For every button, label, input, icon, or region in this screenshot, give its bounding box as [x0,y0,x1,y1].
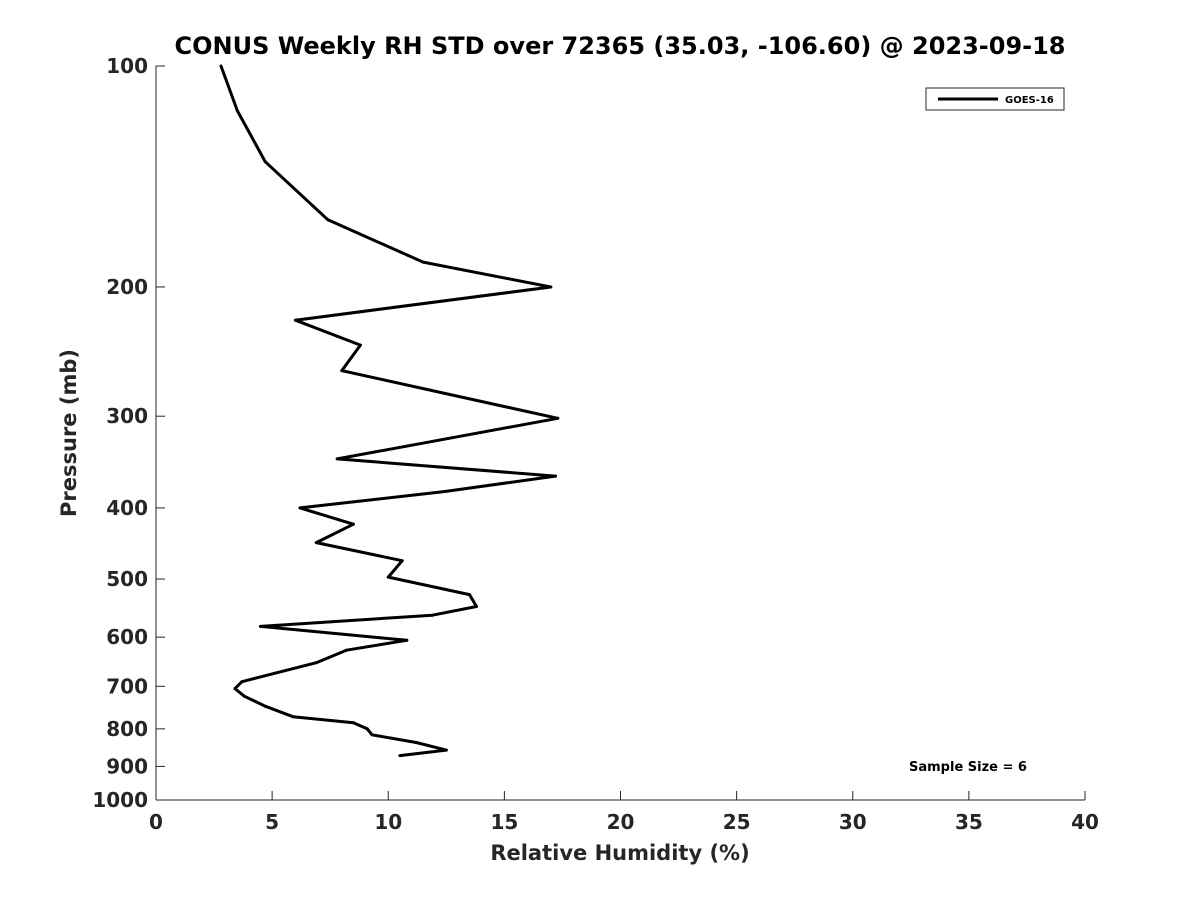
x-tick-label: 15 [490,810,518,834]
data-point [365,727,369,731]
data-point [263,160,267,164]
data-point [444,748,448,752]
x-tick-label: 20 [607,810,635,834]
data-point [335,457,339,461]
data-point [351,522,355,526]
y-ticks: 100 200 300 400 500 600 700 800 900 1000 [92,54,165,812]
data-point [233,687,237,691]
plot-area: 0 5 10 15 20 25 30 35 40 100 200 300 400 500 600 700 80… [92,54,1099,834]
y-tick-label: 700 [106,674,148,698]
chart-title: CONUS Weekly RH STD over 72365 (35.03, -… [174,32,1065,60]
data-point [259,624,262,628]
data-point [298,506,302,510]
data-point [370,733,374,737]
data-point [554,474,557,478]
data-point [242,694,246,698]
data-point [468,593,471,597]
data-point [475,605,478,608]
legend: GOES-16 [925,87,1065,111]
x-tick-label: 35 [955,810,983,834]
data-point [405,638,409,642]
data-point [235,109,239,113]
series-line-goes-16 [219,65,560,758]
data-point [291,715,295,719]
y-tick-label: 300 [106,404,148,428]
y-tick-label: 200 [106,275,148,299]
x-tick-label: 30 [839,810,867,834]
data-point [263,704,267,708]
data-point [326,218,330,222]
sample-size-annotation: Sample Size = 6 [909,760,1027,775]
y-tick-label: 600 [106,625,148,649]
data-point [314,541,318,545]
data-point [340,369,344,373]
data-point [344,648,348,652]
data-point [430,613,434,617]
data-point [386,575,390,579]
series-group [219,64,560,758]
legend-label: GOES-16 [1005,95,1054,106]
data-point [442,490,446,494]
x-tick-label: 5 [265,810,279,834]
data-point [472,398,476,402]
data-point [549,285,553,289]
y-tick-label: 100 [106,54,148,78]
data-point [398,754,402,758]
x-axis-label: Relative Humidity (%) [490,841,749,865]
x-tick-label: 25 [723,810,751,834]
data-point [414,741,418,744]
y-tick-label: 500 [106,567,148,591]
data-point [556,416,560,420]
data-point [358,343,362,347]
y-tick-label: 400 [106,496,148,520]
y-tick-label: 900 [106,754,148,778]
x-tick-label: 10 [374,810,402,834]
data-point [219,64,223,68]
y-axis-label: Pressure (mb) [57,349,81,517]
y-tick-label: 1000 [92,788,148,812]
x-ticks: 0 5 10 15 20 25 30 35 40 [149,791,1099,834]
data-point [421,260,425,264]
x-tick-label: 40 [1071,810,1099,834]
data-point [314,661,318,665]
data-point [400,559,404,563]
x-tick-label: 0 [149,810,163,834]
data-point [240,680,244,684]
data-point [351,721,355,725]
data-point [293,318,297,322]
y-tick-label: 800 [106,717,148,741]
